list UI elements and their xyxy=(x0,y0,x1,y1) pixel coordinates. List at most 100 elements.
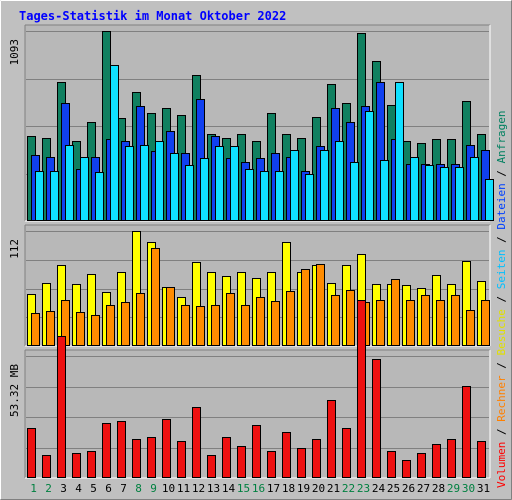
bar-rechner-day-20 xyxy=(316,264,325,346)
side-label-part: Besuche xyxy=(495,309,508,355)
bar-rechner-day-25 xyxy=(391,279,400,346)
bar-volumen-day-24 xyxy=(372,359,381,478)
x-tick-17: 17 xyxy=(267,482,280,495)
x-tick-10: 10 xyxy=(162,482,175,495)
bar-seiten-day-14 xyxy=(230,146,239,221)
x-tick-28: 28 xyxy=(432,482,445,495)
bar-seiten-day-23 xyxy=(365,111,374,221)
bar-volumen-day-25 xyxy=(387,451,396,478)
bar-volumen-day-22 xyxy=(342,428,351,478)
bar-seiten-day-11 xyxy=(185,165,194,221)
side-label-part: Anfragen xyxy=(495,110,508,163)
x-tick-23: 23 xyxy=(357,482,370,495)
x-tick-6: 6 xyxy=(105,482,112,495)
series-rechner xyxy=(31,248,490,346)
bar-volumen-day-9 xyxy=(147,437,156,478)
bar-seiten-day-29 xyxy=(455,167,464,221)
x-tick-30: 30 xyxy=(462,482,475,495)
panel-volume: 53.32 MB xyxy=(8,300,491,479)
bar-volumen-day-19 xyxy=(297,448,306,478)
bar-rechner-day-4 xyxy=(76,312,85,346)
bar-rechner-day-16 xyxy=(256,297,265,346)
side-label-part: Volumen xyxy=(495,442,508,488)
bar-rechner-day-24 xyxy=(376,300,385,346)
bar-seiten-day-25 xyxy=(395,82,404,221)
y-max-label-volume: 53.32 MB xyxy=(8,364,21,417)
bar-seiten-day-6 xyxy=(110,65,119,221)
x-tick-24: 24 xyxy=(372,482,386,495)
side-label-part: / xyxy=(495,163,508,183)
bar-volumen-day-4 xyxy=(72,453,81,478)
bar-volumen-day-26 xyxy=(402,460,411,478)
bar-seiten-day-15 xyxy=(245,169,254,221)
x-tick-31: 31 xyxy=(477,482,490,495)
bar-volumen-day-28 xyxy=(432,444,441,478)
bar-volumen-day-7 xyxy=(117,421,126,478)
bar-seiten-day-13 xyxy=(215,146,224,221)
x-tick-4: 4 xyxy=(75,482,82,495)
bar-seiten-day-27 xyxy=(425,165,434,221)
bar-rechner-day-22 xyxy=(346,290,355,346)
x-tick-16: 16 xyxy=(252,482,265,495)
panel-hits: 1093 xyxy=(8,24,494,222)
side-label-part: / xyxy=(495,356,508,376)
x-tick-29: 29 xyxy=(447,482,460,495)
bar-seiten-day-3 xyxy=(65,145,74,221)
bar-rechner-day-21 xyxy=(331,295,340,346)
bar-rechner-day-6 xyxy=(106,305,115,346)
side-label-part: Seiten xyxy=(495,250,508,290)
x-tick-7: 7 xyxy=(120,482,127,495)
bar-seiten-day-21 xyxy=(335,141,344,221)
bar-seiten-day-24 xyxy=(380,160,389,221)
bar-volumen-day-13 xyxy=(207,455,216,478)
bar-volumen-day-8 xyxy=(132,439,141,478)
bar-seiten-day-26 xyxy=(410,157,419,221)
bar-volumen-day-6 xyxy=(102,423,111,478)
bar-rechner-day-19 xyxy=(301,269,310,346)
x-tick-3: 3 xyxy=(60,482,67,495)
bar-seiten-day-20 xyxy=(320,150,329,221)
bar-seiten-day-8 xyxy=(140,145,149,221)
bar-rechner-day-13 xyxy=(211,305,220,346)
bar-rechner-day-28 xyxy=(436,300,445,346)
y-max-label-hits: 1093 xyxy=(8,39,21,66)
x-tick-25: 25 xyxy=(387,482,400,495)
bar-seiten-day-19 xyxy=(305,174,314,221)
bar-volumen-day-12 xyxy=(192,407,201,478)
bar-seiten-day-22 xyxy=(350,162,359,221)
bar-rechner-day-29 xyxy=(451,295,460,346)
x-tick-2: 2 xyxy=(45,482,52,495)
bar-volumen-day-18 xyxy=(282,432,291,478)
bar-rechner-day-8 xyxy=(136,293,145,346)
x-tick-11: 11 xyxy=(177,482,190,495)
x-tick-13: 13 xyxy=(207,482,220,495)
bar-volumen-day-27 xyxy=(417,453,426,478)
bar-rechner-day-14 xyxy=(226,293,235,346)
x-tick-18: 18 xyxy=(282,482,295,495)
bar-rechner-day-7 xyxy=(121,302,130,346)
bar-rechner-day-17 xyxy=(271,301,280,346)
bar-seiten-day-2 xyxy=(50,171,59,221)
x-tick-14: 14 xyxy=(222,482,236,495)
bar-rechner-day-27 xyxy=(421,295,430,346)
x-tick-5: 5 xyxy=(90,482,97,495)
bar-rechner-day-10 xyxy=(166,287,175,346)
bar-volumen-day-21 xyxy=(327,400,336,478)
side-label-part: / xyxy=(495,289,508,309)
bar-rechner-day-1 xyxy=(31,313,40,346)
bar-seiten-day-17 xyxy=(275,171,284,221)
bar-volumen-day-5 xyxy=(87,451,96,478)
bar-volumen-day-3 xyxy=(57,336,66,478)
chart-title: Tages-Statistik im Monat Oktober 2022 xyxy=(19,9,286,23)
bar-rechner-day-31 xyxy=(481,300,490,346)
bar-rechner-day-26 xyxy=(406,300,415,346)
side-label-part: / xyxy=(495,422,508,442)
bar-volumen-day-10 xyxy=(162,419,171,478)
x-tick-15: 15 xyxy=(237,482,250,495)
bar-rechner-day-5 xyxy=(91,315,100,346)
bar-seiten-day-31 xyxy=(485,179,494,221)
bar-seiten-day-10 xyxy=(170,153,179,221)
x-tick-12: 12 xyxy=(192,482,205,495)
bar-seiten-day-16 xyxy=(260,171,269,221)
